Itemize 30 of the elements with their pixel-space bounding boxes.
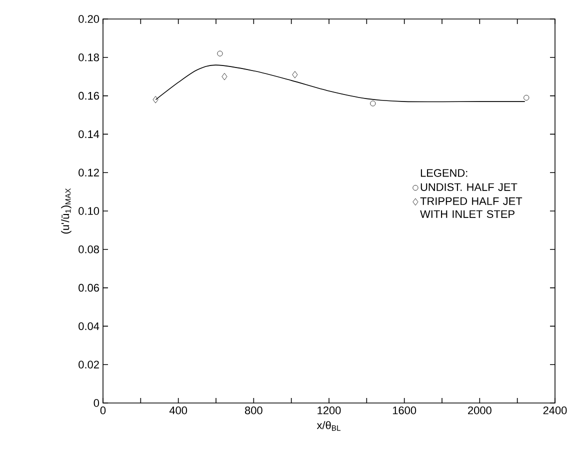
- x-axis-title: x/θ$_{BL}$: [316, 421, 341, 431]
- x-tick-label: 2400: [543, 406, 567, 414]
- point: [222, 73, 228, 80]
- point: [152, 96, 158, 104]
- y-tick-label: 0.12: [78, 168, 99, 176]
- point: [370, 100, 376, 106]
- y-tick-label: 0.10: [78, 207, 100, 215]
- y-tick-label: 0.02: [78, 360, 99, 368]
- y-tick-label: 0.18: [78, 54, 99, 62]
- y-tick-label: 0.04: [78, 322, 100, 330]
- y-tick-label: 0.16: [78, 92, 99, 100]
- y-tick-label: 0: [94, 399, 100, 407]
- point: [524, 94, 530, 101]
- point: [292, 71, 298, 78]
- y-tick-label: 0.14: [78, 130, 100, 138]
- x-tick-label: 800: [244, 406, 262, 414]
- x-tick-label: 2000: [468, 406, 492, 414]
- point: [217, 50, 223, 56]
- x-tick-label: 0: [100, 406, 106, 414]
- y-tick-label: 0.20: [78, 15, 100, 23]
- legend-title: LEGEND:: [420, 169, 468, 177]
- x-tick-label: 1600: [392, 406, 416, 414]
- y-tick-label: 0.06: [78, 284, 99, 292]
- legend-label: UNDIST. HALF JET: [420, 183, 518, 191]
- y-tick-label: 0.08: [78, 246, 99, 254]
- line-series: [155, 64, 526, 102]
- x-tick-label: 1200: [318, 406, 341, 414]
- y-axis-title: (u'/ū$_{1}$)$_{MAX}$: [61, 188, 72, 234]
- legend-label: TRIPPED HALF JET WITH INLET STEP: [420, 197, 522, 218]
- x-tick-label: 400: [169, 406, 188, 414]
